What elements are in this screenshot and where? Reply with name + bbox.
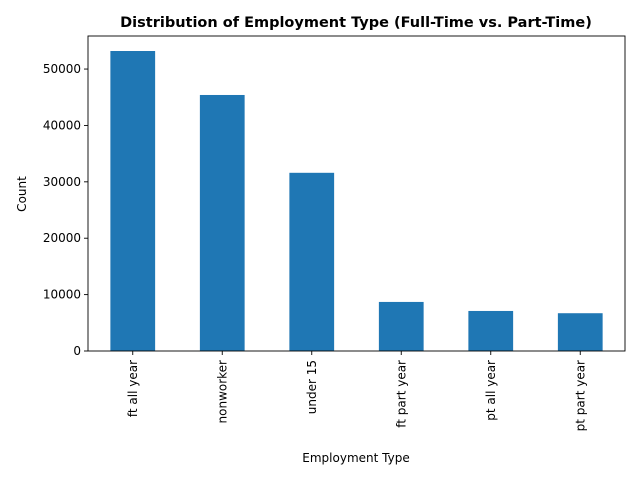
x-tick-label: pt all year — [484, 360, 498, 421]
y-tick-label: 50000 — [43, 62, 81, 76]
y-tick-label: 20000 — [43, 231, 81, 245]
y-tick-label: 30000 — [43, 175, 81, 189]
bar — [378, 301, 424, 351]
y-tick-label: 10000 — [43, 288, 81, 302]
x-tick-label: ft part year — [394, 360, 408, 428]
bar — [468, 310, 514, 351]
bar — [557, 313, 603, 351]
bar — [110, 51, 156, 351]
x-tick-label: pt part year — [573, 360, 587, 431]
bar — [289, 172, 335, 351]
y-tick-label: 0 — [73, 344, 81, 358]
x-tick-label: ft all year — [126, 360, 140, 417]
bar — [199, 94, 245, 351]
chart-title: Distribution of Employment Type (Full-Ti… — [120, 15, 592, 31]
x-tick-label: nonworker — [215, 360, 229, 424]
plot-area: 0 10000 20000 30000 40000 50000 ft all year non… — [43, 35, 626, 431]
x-axis-label: Employment Type — [302, 451, 409, 465]
y-axis-label: Count — [15, 176, 29, 212]
plot-frame — [87, 35, 626, 352]
x-tick-label: under 15 — [305, 360, 319, 414]
y-tick-label: 40000 — [43, 118, 81, 132]
